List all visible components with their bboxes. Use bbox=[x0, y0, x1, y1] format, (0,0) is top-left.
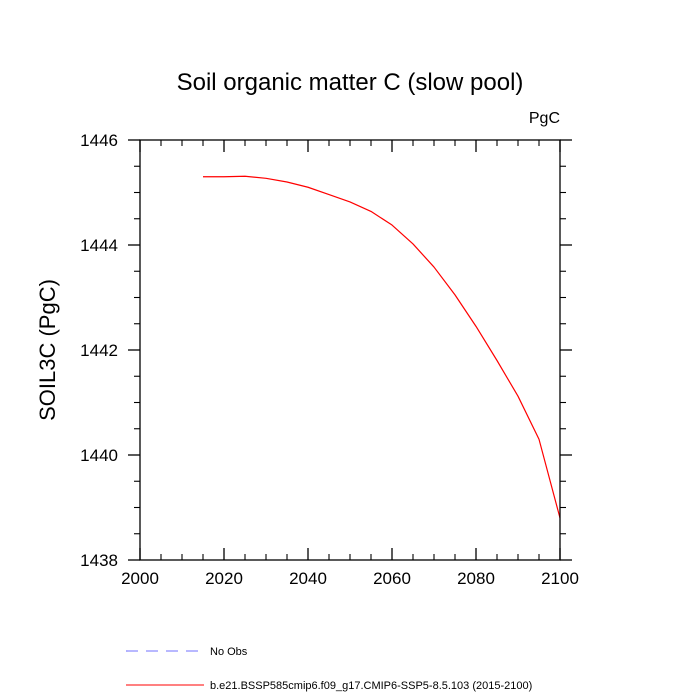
x-tick-label: 2100 bbox=[541, 569, 579, 588]
series-group bbox=[203, 175, 561, 519]
y-tick-label: 1442 bbox=[80, 341, 118, 360]
y-tick-label: 1444 bbox=[80, 236, 118, 255]
x-tick-label: 2000 bbox=[121, 569, 159, 588]
legend-label: b.e21.BSSP585cmip6.f09_g17.CMIP6-SSP5-8.… bbox=[210, 680, 532, 692]
chart-title: Soil organic matter C (slow pool) bbox=[177, 69, 524, 96]
y-tick-label: 1438 bbox=[80, 551, 118, 570]
y-tick-label: 1440 bbox=[80, 446, 118, 465]
units-label: PgC bbox=[529, 110, 560, 127]
legend-label: No Obs bbox=[210, 646, 248, 658]
x-tick-label: 2060 bbox=[373, 569, 411, 588]
axis-ticks: 2000 2020 2040 2060 2080 2100 1438 1440 1442 1444… bbox=[80, 131, 579, 588]
x-tick-label: 2020 bbox=[205, 569, 243, 588]
y-tick-label: 1446 bbox=[80, 131, 118, 150]
y-axis-label: SOIL3C (PgC) bbox=[35, 279, 60, 421]
legend: No Obs b.e21.BSSP585cmip6.f09_g17.CMIP6-S… bbox=[126, 646, 532, 692]
x-tick-label: 2040 bbox=[289, 569, 327, 588]
x-tick-label: 2080 bbox=[457, 569, 495, 588]
series-line bbox=[203, 175, 561, 519]
plot-frame bbox=[139, 139, 561, 561]
